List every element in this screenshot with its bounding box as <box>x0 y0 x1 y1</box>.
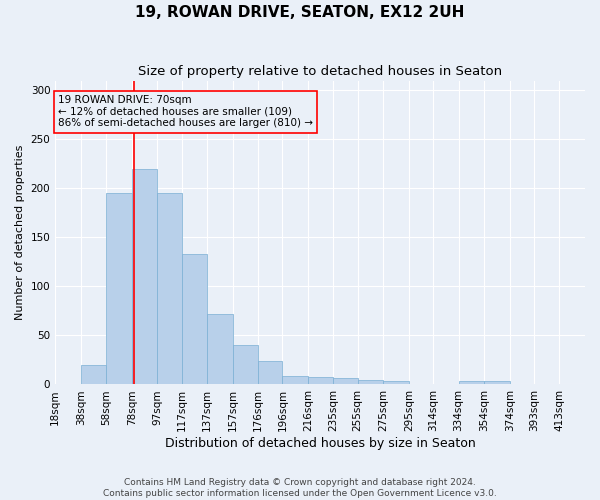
X-axis label: Distribution of detached houses by size in Seaton: Distribution of detached houses by size … <box>165 437 475 450</box>
Bar <box>182 254 207 384</box>
Bar <box>283 376 308 384</box>
Text: Contains HM Land Registry data © Crown copyright and database right 2024.
Contai: Contains HM Land Registry data © Crown c… <box>103 478 497 498</box>
Y-axis label: Number of detached properties: Number of detached properties <box>15 145 25 320</box>
Title: Size of property relative to detached houses in Seaton: Size of property relative to detached ho… <box>138 65 502 78</box>
Text: 19 ROWAN DRIVE: 70sqm
← 12% of detached houses are smaller (109)
86% of semi-det: 19 ROWAN DRIVE: 70sqm ← 12% of detached … <box>58 96 313 128</box>
Bar <box>334 378 358 384</box>
Bar <box>157 194 182 384</box>
Bar <box>233 345 258 385</box>
Bar <box>383 380 409 384</box>
Bar <box>458 380 484 384</box>
Bar <box>484 380 509 384</box>
Bar <box>258 361 283 384</box>
Bar <box>132 169 157 384</box>
Bar <box>81 365 106 384</box>
Bar <box>106 194 132 384</box>
Bar <box>308 376 334 384</box>
Bar <box>207 314 233 384</box>
Bar <box>358 380 383 384</box>
Text: 19, ROWAN DRIVE, SEATON, EX12 2UH: 19, ROWAN DRIVE, SEATON, EX12 2UH <box>136 5 464 20</box>
